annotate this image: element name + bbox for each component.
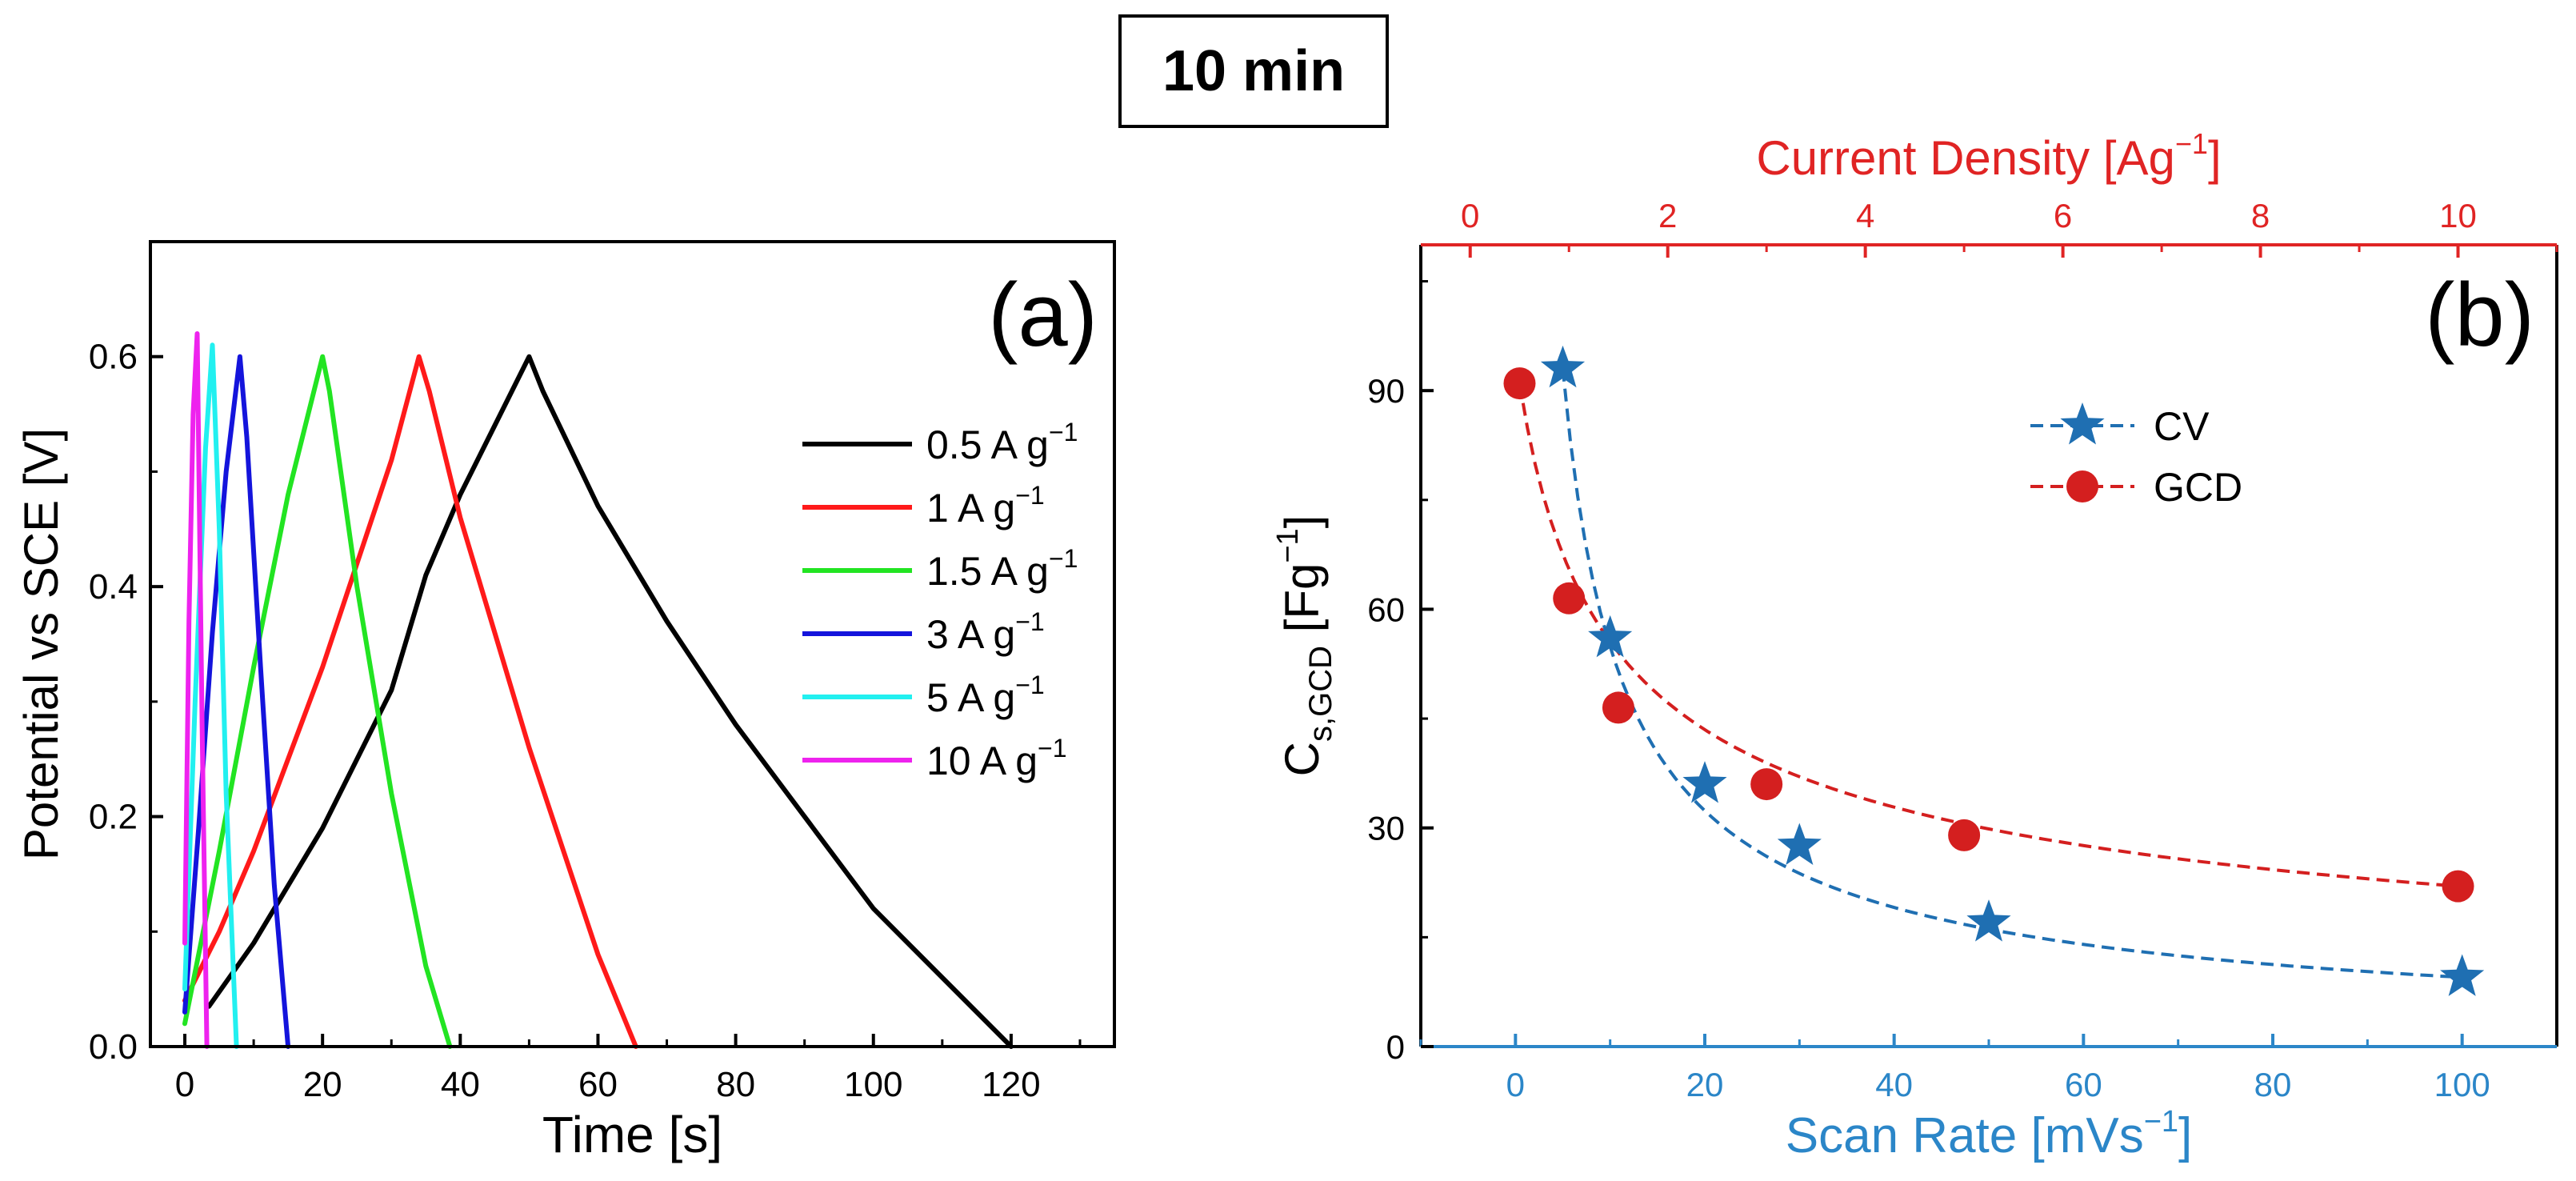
y-tick-label: 0.2 — [89, 798, 138, 837]
series-line-5 — [182, 331, 210, 1049]
x-tick-label: 40 — [441, 1065, 480, 1104]
legend-text: 1.5 A g — [926, 549, 1049, 594]
panel-a-chart: 0 20 40 60 80 100 120 0.0 0.2 0.4 0.6 Time [s] Poten… — [14, 240, 1116, 1163]
legend-gcd-label: GCD — [2154, 465, 2242, 510]
x-tick-label: 60 — [2065, 1066, 2102, 1103]
x2-axis-label-text: Current Density [Ag — [1756, 131, 2175, 185]
x-tick-label: 120 — [982, 1065, 1040, 1104]
x-tick-label: 100 — [2434, 1066, 2490, 1103]
legend-superscript: −1 — [1015, 607, 1044, 636]
legend-text: 3 A g — [926, 612, 1015, 657]
y-tick-label: 0.4 — [89, 567, 138, 607]
cv-point — [2440, 954, 2485, 996]
x-tick-label: 40 — [1875, 1066, 1913, 1103]
x2-axis-label: Current Density [Ag−1] — [1756, 127, 2221, 185]
plot-frame-a — [149, 240, 1116, 1048]
x2-tick-label: 6 — [2054, 197, 2072, 234]
legend-superscript: −1 — [1038, 734, 1066, 763]
x-tick-label: 20 — [303, 1065, 342, 1104]
y-tick-label: 0.0 — [89, 1027, 138, 1067]
x-tick-label: 20 — [1686, 1066, 1724, 1103]
legend-superscript: −1 — [1049, 544, 1078, 573]
cv-fit-curve — [1561, 368, 2462, 979]
x-tick-label: 0 — [175, 1065, 194, 1104]
legend-text: 5 A g — [926, 675, 1015, 720]
gcd-point — [1503, 367, 1536, 400]
figure-title: 10 min — [1118, 14, 1389, 128]
legend-text: 0.5 A g — [926, 422, 1049, 467]
x-axis-label: Scan Rate [mVs−1] — [1786, 1105, 2193, 1163]
cv-point — [1777, 823, 1822, 865]
x-axis-label-text: Scan Rate [mVs — [1786, 1108, 2144, 1163]
x2-tick-label: 8 — [2251, 197, 2270, 234]
series-line-1 — [182, 354, 638, 1049]
cv-point — [1966, 899, 2011, 942]
x-tick-label: 0 — [1506, 1066, 1525, 1103]
y-tick-label: 30 — [1367, 810, 1405, 847]
legend-cv-label: CV — [2154, 404, 2210, 449]
y-tick-label: 60 — [1367, 590, 1405, 628]
x-tick-label: 100 — [844, 1065, 902, 1104]
x2-tick-label: 2 — [1658, 197, 1677, 234]
x-tick-label: 80 — [2254, 1066, 2292, 1103]
legend-cv-marker — [2060, 402, 2105, 445]
y-axis-label-end: ] — [1275, 515, 1329, 529]
gcd-point — [2442, 870, 2474, 903]
x2-tick-label: 10 — [2439, 197, 2477, 234]
y-tick-label: 90 — [1367, 372, 1405, 410]
legend-superscript: −1 — [1049, 418, 1078, 446]
legend-entry: 1 A g−1 — [926, 481, 1045, 530]
y-tick-label: 0.6 — [89, 338, 138, 377]
panel-label-a: (a) — [988, 265, 1098, 365]
gcd-point — [1750, 768, 1783, 801]
x-tick-label: 60 — [578, 1065, 618, 1104]
gcd-point — [1553, 582, 1586, 615]
gcd-point — [1948, 819, 1981, 851]
legend-text: 1 A g — [926, 486, 1015, 530]
y-axis-label-main: C — [1275, 742, 1329, 776]
y-axis-label: Potential vs SCE [V] — [14, 428, 68, 860]
x2-tick-label: 0 — [1461, 197, 1479, 234]
cv-point — [1540, 345, 1586, 388]
x2-axis-label-end: ] — [2208, 131, 2222, 185]
legend-entry: 1.5 A g−1 — [926, 544, 1078, 594]
legend-gcd-marker — [2066, 470, 2098, 502]
x-axis-label-sup: −1 — [2144, 1105, 2178, 1139]
legend-entry: 10 A g−1 — [926, 734, 1067, 783]
legend-entry: 3 A g−1 — [926, 607, 1045, 657]
y-tick-label: 0 — [1386, 1028, 1405, 1066]
series-line-2 — [182, 354, 453, 1049]
legend-entry: 0.5 A g−1 — [926, 418, 1078, 467]
legend-text: 10 A g — [926, 739, 1038, 783]
y-axis-label-unit: [Fg — [1275, 563, 1329, 646]
gcd-fit-curve — [1518, 382, 2458, 888]
y-axis-label: Cs,GCD [Fg−1] — [1271, 515, 1338, 777]
x2-tick-label: 4 — [1856, 197, 1874, 234]
legend-superscript: −1 — [1015, 481, 1044, 510]
panel-label-b: (b) — [2425, 265, 2534, 365]
x-axis-label-end: ] — [2178, 1108, 2192, 1163]
gcd-point — [1602, 691, 1634, 724]
cv-point — [1588, 615, 1633, 658]
series-line-0 — [206, 354, 1014, 1049]
series-line-4 — [182, 342, 239, 1049]
y-axis-label-subscript: s,GCD — [1303, 646, 1338, 742]
cv-point — [1682, 761, 1727, 803]
legend-entry: 5 A g−1 — [926, 671, 1045, 720]
legend-superscript: −1 — [1015, 671, 1044, 699]
y-axis-label-sup: −1 — [1271, 528, 1305, 562]
x-tick-label: 80 — [716, 1065, 755, 1104]
x-axis-label: Time [s] — [542, 1106, 722, 1163]
x2-axis-label-sup: −1 — [2175, 127, 2208, 160]
